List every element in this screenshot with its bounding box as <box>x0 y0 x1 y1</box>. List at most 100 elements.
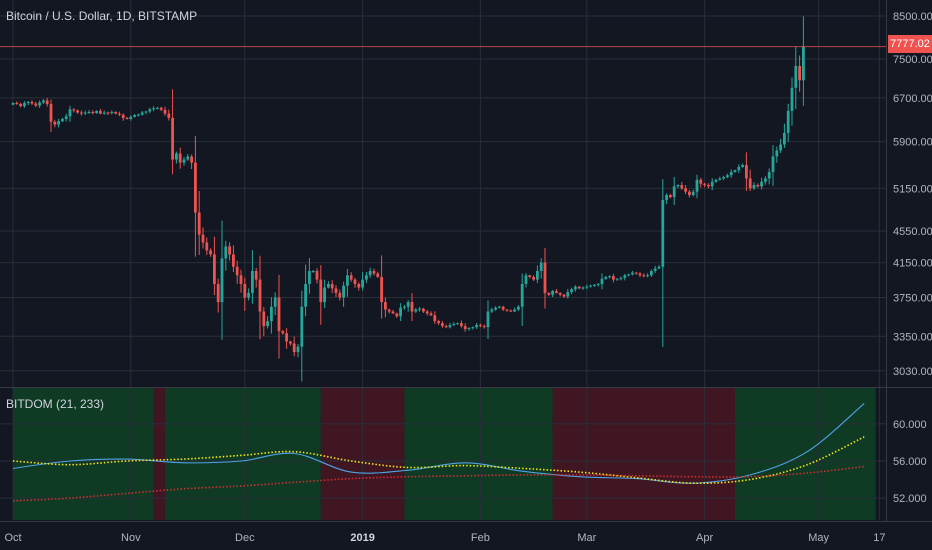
candle-84 <box>330 283 334 289</box>
candle-106 <box>414 309 418 312</box>
candle-133 <box>517 306 520 310</box>
candle-131 <box>509 310 513 312</box>
candle-137 <box>532 276 535 280</box>
candle-179 <box>691 191 695 196</box>
candle-8 <box>42 100 45 103</box>
candle-163 <box>631 272 634 275</box>
candle-96 <box>376 273 380 277</box>
candle-75 <box>296 346 300 353</box>
candle-72 <box>285 333 288 342</box>
candle-78 <box>308 270 311 284</box>
candle-195 <box>752 185 756 189</box>
candle-28 <box>118 113 121 115</box>
candle-174 <box>672 186 676 198</box>
candle-123 <box>479 325 482 327</box>
candle-86 <box>338 292 342 298</box>
candle-26 <box>110 111 114 114</box>
candle-71 <box>281 331 285 334</box>
candle-158 <box>612 276 615 280</box>
candle-17 <box>76 110 79 113</box>
fast-ma-line <box>12 436 865 485</box>
candle-146 <box>566 292 570 297</box>
candle-32 <box>133 115 136 117</box>
candle-197 <box>760 181 763 187</box>
candle-11 <box>53 121 57 125</box>
candle-64 <box>254 270 258 280</box>
candle-122 <box>475 325 478 328</box>
price-pane[interactable] <box>0 0 886 387</box>
candle-164 <box>634 272 638 274</box>
candle-6 <box>34 103 38 106</box>
candle-85 <box>334 288 338 293</box>
candle-121 <box>471 327 475 329</box>
candle-94 <box>368 270 372 276</box>
candle-168 <box>650 270 653 276</box>
time-tick-label-2: Dec <box>235 532 255 544</box>
candle-206 <box>794 65 798 88</box>
candle-95 <box>372 270 376 274</box>
candle-201 <box>775 150 779 157</box>
candle-50 <box>201 234 205 243</box>
price-tick-label-7: 6700.00 <box>893 93 932 105</box>
candle-20 <box>87 111 91 113</box>
candle-151 <box>585 286 589 288</box>
candle-176 <box>680 185 684 189</box>
candle-140 <box>543 262 547 293</box>
candle-196 <box>756 185 760 187</box>
candle-76 <box>300 306 304 347</box>
candle-125 <box>486 311 490 328</box>
candle-47 <box>190 156 193 163</box>
candle-12 <box>57 121 60 125</box>
candle-119 <box>463 326 467 330</box>
candle-19 <box>83 112 87 114</box>
candle-25 <box>106 112 110 114</box>
candle-156 <box>604 276 608 279</box>
slow-ma-line <box>12 465 865 502</box>
candle-108 <box>422 308 425 312</box>
candle-193 <box>745 165 748 179</box>
candle-5 <box>30 101 34 104</box>
candle-112 <box>437 321 440 324</box>
candle-30 <box>125 117 129 120</box>
candle-57 <box>228 246 231 255</box>
candle-135 <box>524 275 528 284</box>
candle-194 <box>748 178 752 189</box>
candle-107 <box>418 308 421 310</box>
price-tick-label-4: 4550.00 <box>893 226 932 238</box>
candle-44 <box>178 153 182 163</box>
candle-208 <box>802 46 805 81</box>
time-tick-label-0: Oct <box>4 532 21 544</box>
candle-111 <box>433 315 437 322</box>
candle-31 <box>129 116 133 120</box>
candle-83 <box>327 283 330 288</box>
candle-90 <box>353 279 357 284</box>
price-tick-label-1: 3350.00 <box>893 331 932 343</box>
candle-207 <box>798 65 801 81</box>
candle-173 <box>669 195 672 198</box>
candle-166 <box>642 275 646 277</box>
candle-141 <box>547 292 551 295</box>
candle-124 <box>482 326 486 328</box>
candle-9 <box>45 100 49 105</box>
candle-160 <box>619 277 623 279</box>
candle-169 <box>653 268 657 271</box>
indicator-pane[interactable] <box>0 388 886 520</box>
candle-40 <box>163 109 167 114</box>
candle-130 <box>505 309 509 311</box>
candle-188 <box>726 175 729 178</box>
candle-58 <box>232 254 235 267</box>
candle-105 <box>410 302 414 312</box>
candle-35 <box>144 111 148 113</box>
candle-36 <box>148 109 152 112</box>
time-tick-label-3: 2019 <box>350 532 374 544</box>
candle-185 <box>714 179 718 182</box>
candle-73 <box>289 341 292 344</box>
candle-100 <box>391 311 395 314</box>
background-band-1 <box>153 388 165 520</box>
candle-81 <box>319 279 323 303</box>
candle-147 <box>570 289 573 293</box>
candle-49 <box>197 212 201 235</box>
candle-21 <box>91 111 95 114</box>
candle-98 <box>384 302 387 310</box>
